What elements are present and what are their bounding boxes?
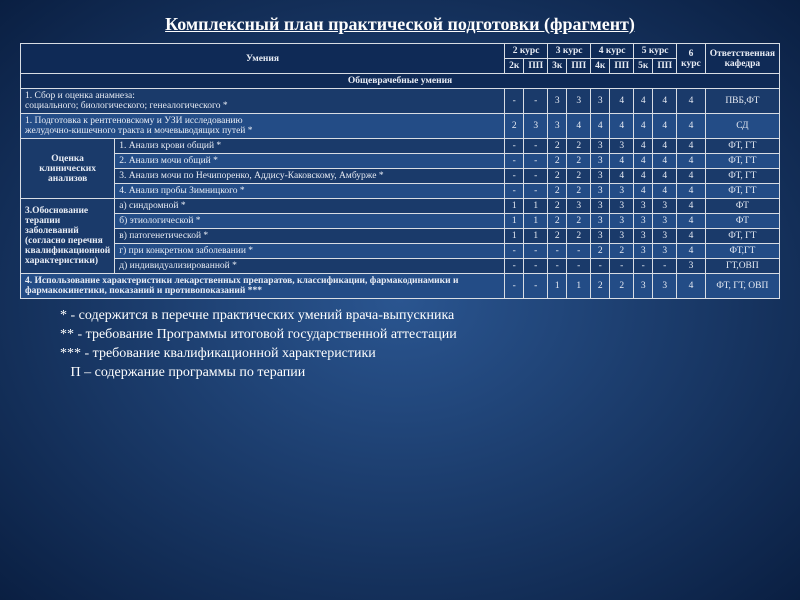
group-label: 3.Обоснование терапии заболеваний (согла… [21,199,115,274]
dept-cell: ФТ [705,214,779,229]
hdr-dept: Ответственная кафедра [705,44,779,74]
hdr-c2: 2 курс [505,44,548,59]
note-4: П – содержание программы по терапии [60,364,780,383]
row-label: 1. Сбор и оценка анамнеза: социального; … [21,89,505,114]
dept-cell: ФТ, ГТ [705,169,779,184]
row-label: 1. Анализ крови общий * [115,139,505,154]
row-label: 1. Подготовка к рентгеновскому и УЗИ исс… [21,114,505,139]
plan-table: Умения 2 курс 3 курс 4 курс 5 курс 6 кур… [20,43,780,299]
note-1: * - содержится в перечне практических ум… [60,307,780,326]
section-header: Общеврачебные умения [21,74,780,89]
hdr-c6: 6 курс [677,44,706,74]
dept-cell: ФТ [705,199,779,214]
table-row: б) этиологической * 11 22 33 33 4 ФТ [21,214,780,229]
dept-cell: ПВБ,ФТ [705,89,779,114]
row-label: г) при конкретном заболевании * [115,244,505,259]
group-label: Оценка клинических анализов [21,139,115,199]
table-row: 4. Использование характеристики лекарств… [21,274,780,299]
table-row: 4. Анализ пробы Зимницкого * -- 22 33 44… [21,184,780,199]
dept-cell: ФТ, ГТ [705,184,779,199]
row-label: а) синдромной * [115,199,505,214]
sub-3k: 3к [548,59,567,74]
table-row: г) при конкретном заболевании * -- -- 22… [21,244,780,259]
note-3: *** - требование квалификационной характ… [60,345,780,364]
sub-pp2: ПП [524,59,548,74]
note-2: ** - требование Программы итоговой госуд… [60,326,780,345]
sub-4k: 4к [591,59,610,74]
dept-cell: ФТ, ГТ [705,154,779,169]
sub-5k: 5к [634,59,653,74]
table-row: 3.Обоснование терапии заболеваний (согла… [21,199,780,214]
table-row: 1. Подготовка к рентгеновскому и УЗИ исс… [21,114,780,139]
hdr-c3: 3 курс [548,44,591,59]
hdr-c5: 5 курс [634,44,677,59]
dept-cell: ГТ,ОВП [705,259,779,274]
dept-cell: СД [705,114,779,139]
sub-2k: 2к [505,59,524,74]
dept-cell: ФТ, ГТ [705,229,779,244]
page-title: Комплексный план практической подготовки… [20,14,780,35]
table-row: 3. Анализ мочи по Нечипоренко, Аддису-Ка… [21,169,780,184]
row-label: 2. Анализ мочи общий * [115,154,505,169]
table-row: в) патогенетической * 11 22 33 33 4 ФТ, … [21,229,780,244]
footnotes: * - содержится в перечне практических ум… [20,307,780,383]
dept-cell: ФТ,ГТ [705,244,779,259]
sub-pp5: ПП [653,59,677,74]
row-label: б) этиологической * [115,214,505,229]
row-label: д) индивидуализированной * [115,259,505,274]
table-row: д) индивидуализированной * -- -- -- -- 3… [21,259,780,274]
sub-pp3: ПП [567,59,591,74]
dept-cell: ФТ, ГТ, ОВП [705,274,779,299]
row-label: 4. Анализ пробы Зимницкого * [115,184,505,199]
table-row: 1. Сбор и оценка анамнеза: социального; … [21,89,780,114]
hdr-c4: 4 курс [591,44,634,59]
row-label: 3. Анализ мочи по Нечипоренко, Аддису-Ка… [115,169,505,184]
dept-cell: ФТ, ГТ [705,139,779,154]
row-label: в) патогенетической * [115,229,505,244]
table-row: 2. Анализ мочи общий * -- 22 34 44 4 ФТ,… [21,154,780,169]
table-row: Оценка клинических анализов 1. Анализ кр… [21,139,780,154]
hdr-skills: Умения [21,44,505,74]
row-label: 4. Использование характеристики лекарств… [21,274,505,299]
sub-pp4: ПП [610,59,634,74]
